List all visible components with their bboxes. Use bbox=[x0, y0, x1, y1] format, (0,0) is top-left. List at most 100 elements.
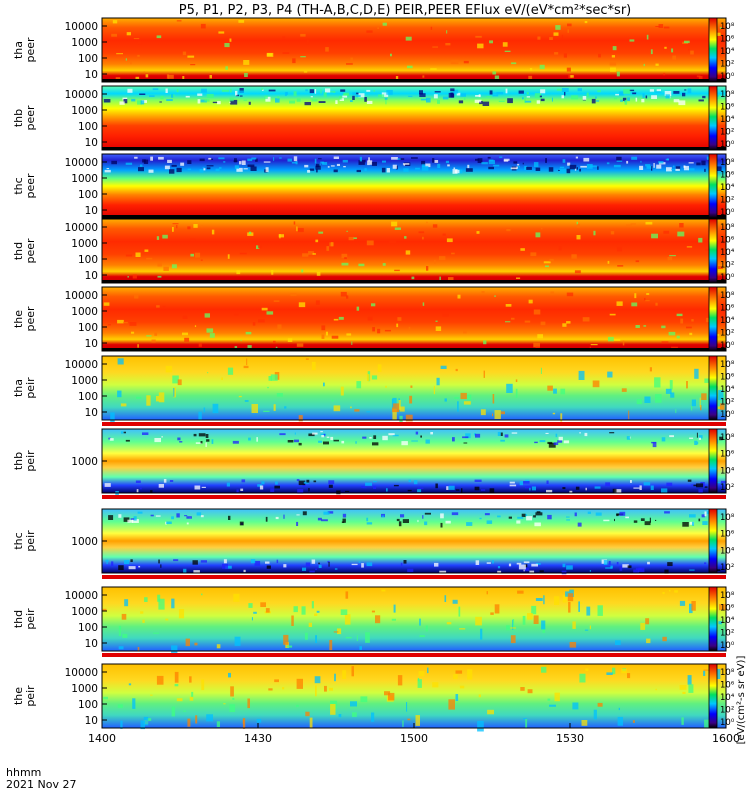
colorbar-tick-label: 10⁴ bbox=[720, 466, 735, 476]
colorbar-tick-label: 10⁴ bbox=[720, 115, 735, 125]
panel-product-label: peer bbox=[24, 306, 37, 332]
y-tick-label: 10 bbox=[85, 270, 98, 282]
plot-frame bbox=[101, 355, 727, 421]
y-tick-label: 10000 bbox=[65, 222, 98, 234]
panel-product-label: peir bbox=[24, 377, 37, 399]
plot-frame bbox=[101, 17, 727, 83]
spectrogram-texture bbox=[104, 156, 722, 174]
colorbar bbox=[708, 286, 718, 352]
y-tick-label: 100 bbox=[78, 322, 98, 334]
panel-thb-peer: 10000 1000 100 10 thb peer 10⁸ 10⁶ 10⁴ 10² 10⁰ bbox=[12, 85, 735, 151]
colorbar-tick-label: 10⁸ bbox=[720, 433, 735, 443]
low-energy-cutoff-line bbox=[102, 147, 726, 150]
panel-probe-label: thd bbox=[12, 610, 25, 628]
plot-frame bbox=[101, 218, 727, 284]
colorbar-tick-label: 10⁰ bbox=[720, 140, 735, 150]
plot-frame bbox=[101, 286, 727, 352]
spectrogram-heatmap bbox=[102, 587, 726, 651]
panel-thb-peir: 1000 thb peir 10⁸ 10⁶ 10⁴ 10² bbox=[12, 428, 735, 499]
spectrogram-heatmap bbox=[102, 219, 726, 283]
panel-probe-label: thb bbox=[12, 452, 25, 470]
spectrogram-heatmap bbox=[102, 356, 726, 420]
panel-product-label: peir bbox=[24, 608, 37, 630]
x-tick-label: 1500 bbox=[400, 732, 428, 745]
panel-thc-peir: 1000 thc peir 10⁸ 10⁶ 10⁴ 10² bbox=[12, 508, 735, 579]
y-tick-label: 100 bbox=[78, 699, 98, 711]
panel-tha-peir: 10000 1000 100 10 tha peir 10⁸ 10⁶ 10⁴ 10² 10⁰ bbox=[12, 355, 735, 426]
colorbar bbox=[708, 218, 718, 284]
panel-product-label: peer bbox=[24, 105, 37, 131]
chart-title: P5, P1, P2, P3, P4 (TH-A,B,C,D,E) PEIR,P… bbox=[179, 3, 632, 18]
panel-product-label: peir bbox=[24, 450, 37, 472]
panel-thd-peir: 10000 1000 100 10 thd peir 10⁸ 10⁶ 10⁴ 10² 10⁰ bbox=[12, 586, 735, 657]
y-tick-label: 100 bbox=[78, 121, 98, 133]
colorbar-tick-label: 10⁰ bbox=[720, 410, 735, 420]
y-tick-label: 10 bbox=[85, 715, 98, 727]
colorbar bbox=[708, 586, 718, 652]
data-quality-bar bbox=[102, 495, 726, 499]
y-tick-label: 1000 bbox=[71, 105, 98, 117]
colorbar-tick-label: 10⁰ bbox=[720, 72, 735, 82]
colorbar-tick-label: 10² bbox=[720, 128, 734, 138]
panel-thc-peer: 10000 1000 100 10 thc peer 10⁸ 10⁶ 10⁴ 10² 10⁰ bbox=[12, 153, 735, 219]
panel-the-peer: 10000 1000 100 10 the peer 10⁸ 10⁶ 10⁴ 10² 10⁰ bbox=[12, 286, 735, 352]
colorbar-tick-label: 10⁸ bbox=[720, 90, 735, 100]
y-tick-label: 10 bbox=[85, 137, 98, 149]
plot-frame bbox=[101, 85, 727, 151]
spectrogram-heatmap bbox=[102, 86, 726, 150]
colorbar-tick-label: 10⁶ bbox=[720, 373, 735, 383]
colorbar bbox=[708, 153, 718, 219]
y-tick-label: 10000 bbox=[65, 359, 98, 371]
colorbar-tick-label: 10⁶ bbox=[720, 530, 735, 540]
colorbar-tick-label: 10⁴ bbox=[720, 616, 735, 626]
x-time-label: hhmm bbox=[6, 766, 41, 779]
colorbar-tick-label: 10⁸ bbox=[720, 668, 735, 678]
y-tick-label: 10 bbox=[85, 638, 98, 650]
colorbar-tick-label: 10⁶ bbox=[720, 304, 735, 314]
colorbar-tick-label: 10⁶ bbox=[720, 171, 735, 181]
x-tick-label: 1400 bbox=[88, 732, 116, 745]
y-tick-label: 10 bbox=[85, 338, 98, 350]
colorbar-tick-label: 10⁴ bbox=[720, 183, 735, 193]
colorbar bbox=[708, 663, 718, 729]
spectrogram-texture bbox=[102, 589, 726, 655]
colorbar-tick-label: 10² bbox=[720, 483, 734, 493]
y-tick-label: 10000 bbox=[65, 157, 98, 169]
panel-probe-label: thc bbox=[12, 532, 25, 549]
colorbar-tick-label: 10⁴ bbox=[720, 248, 735, 258]
y-tick-label: 1000 bbox=[71, 606, 98, 618]
data-quality-bar bbox=[102, 575, 726, 579]
colorbar-tick-label: 10⁰ bbox=[720, 273, 735, 283]
y-tick-label: 1000 bbox=[71, 375, 98, 387]
colorbar-tick-label: 10⁴ bbox=[720, 693, 735, 703]
colorbar-tick-label: 10⁶ bbox=[720, 103, 735, 113]
y-tick-label: 10 bbox=[85, 407, 98, 419]
y-tick-label: 1000 bbox=[71, 238, 98, 250]
colorbar bbox=[708, 508, 718, 574]
plot-frame bbox=[101, 586, 727, 652]
panel-probe-label: the bbox=[12, 687, 25, 705]
y-tick-label: 100 bbox=[78, 391, 98, 403]
panel-probe-label: thc bbox=[12, 177, 25, 194]
spectrogram-texture bbox=[104, 431, 727, 496]
colorbar bbox=[708, 85, 718, 151]
panel-product-label: peer bbox=[24, 37, 37, 63]
spectrogram-texture bbox=[125, 221, 723, 282]
colorbar-tick-label: 10⁴ bbox=[720, 385, 735, 395]
y-tick-label: 100 bbox=[78, 622, 98, 634]
y-tick-label: 10000 bbox=[65, 290, 98, 302]
colorbar-tick-label: 10⁴ bbox=[720, 316, 735, 326]
low-energy-cutoff-line bbox=[102, 348, 726, 351]
panel-product-label: peir bbox=[24, 685, 37, 707]
colorbar-tick-label: 10² bbox=[720, 261, 734, 271]
y-tick-label: 1000 bbox=[71, 456, 98, 468]
colorbar-label: [eV/(cm²-s sr eV)] bbox=[736, 656, 747, 745]
y-tick-label: 100 bbox=[78, 189, 98, 201]
spectrogram-heatmap bbox=[102, 287, 726, 351]
x-tick-label: 1530 bbox=[556, 732, 584, 745]
colorbar-tick-label: 10⁶ bbox=[720, 604, 735, 614]
panel-product-label: peer bbox=[24, 173, 37, 199]
y-tick-label: 10 bbox=[85, 205, 98, 217]
y-tick-label: 1000 bbox=[71, 173, 98, 185]
